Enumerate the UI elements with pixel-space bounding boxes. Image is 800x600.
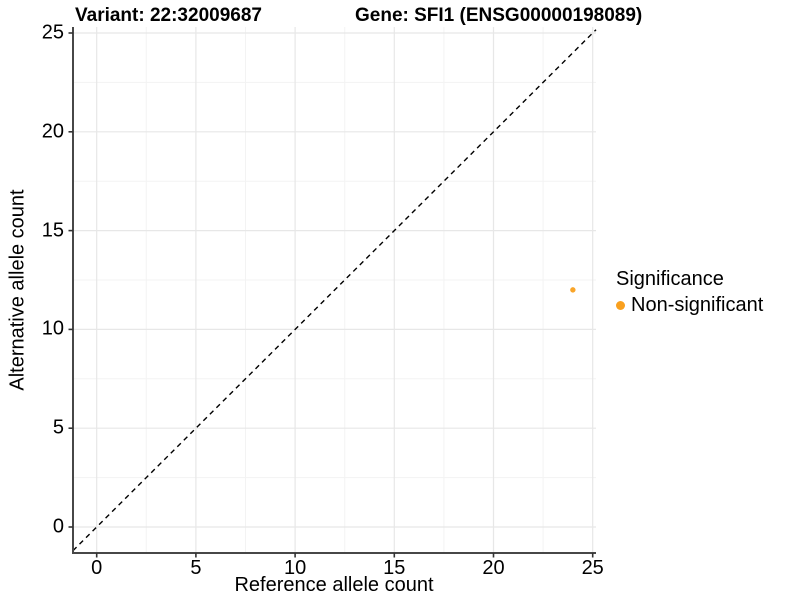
legend-entry-label: Non-significant (631, 294, 764, 316)
x-tick-label: 15 (383, 557, 406, 579)
axis-lines (72, 27, 596, 554)
legend-title: Significance (616, 268, 724, 290)
data-points (570, 287, 576, 293)
legend-entry: Non-significant (616, 294, 763, 317)
y-tick-label: 0 (52, 515, 64, 538)
plot-title-variant: Variant: 22:32009687 (75, 5, 262, 26)
tick-marks (68, 32, 594, 558)
identity-line (72, 29, 597, 552)
identity-dashed-line (72, 29, 597, 552)
scatter-point (570, 287, 576, 293)
y-tick-label: 15 (41, 219, 64, 242)
minor-gridlines (73, 27, 596, 553)
y-tick-label: 10 (41, 317, 64, 340)
x-tick-label: 10 (283, 557, 307, 579)
x-axis-label: Reference allele count (234, 574, 434, 596)
legend-key-dot-icon (616, 301, 625, 310)
legend: Significance Non-significant (616, 268, 763, 317)
x-tick-label: 5 (190, 557, 202, 579)
x-tick-label: 0 (91, 557, 103, 579)
x-tick-label: 20 (482, 557, 505, 579)
y-tick-label: 5 (52, 416, 64, 439)
plot-title-gene: Gene: SFI1 (ENSG00000198089) (355, 5, 643, 26)
y-tick-label: 25 (41, 21, 64, 44)
y-tick-label: 20 (41, 120, 64, 143)
major-gridlines (73, 27, 596, 553)
x-tick-label: 25 (581, 557, 604, 579)
